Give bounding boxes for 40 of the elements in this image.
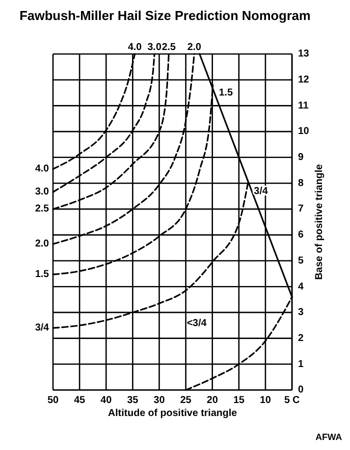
y-tick-label: 1 <box>298 358 304 370</box>
x-tick-label: 20 <box>206 395 218 406</box>
x-tick-label: 15 <box>233 395 245 406</box>
x-tick-label: 5 C <box>284 395 300 406</box>
y-axis-title: Base of positive triangle <box>314 164 325 280</box>
y-tick-label: 8 <box>298 178 304 189</box>
x-axis-title: Altitude of positive triangle <box>108 408 238 419</box>
series-label: 4.0 <box>35 164 50 175</box>
x-tick-label: 30 <box>154 395 166 406</box>
chart-title: Fawbush-Miller Hail Size Prediction Nomogram <box>19 8 311 23</box>
y-tick-label: 0 <box>298 384 304 396</box>
series-label: 2.0 <box>35 238 50 250</box>
x-tick-label: 25 <box>180 395 192 406</box>
annotation: <3/4 <box>186 318 208 330</box>
x-tick-label: 40 <box>100 395 112 406</box>
annotation: 3.0 <box>147 42 162 53</box>
annotation: 4.0 <box>128 42 142 53</box>
y-tick-label: 3 <box>298 307 304 318</box>
annotation: 1.5 <box>218 88 234 99</box>
y-tick-label: 5 <box>298 255 304 266</box>
series-label: 1.5 <box>35 269 50 280</box>
y-tick-label: 13 <box>298 48 310 60</box>
y-tick-label: 6 <box>298 230 304 241</box>
y-tick-label: 4 <box>298 281 304 292</box>
y-tick-label: 12 <box>298 74 310 86</box>
series-label: 2.5 <box>35 204 50 215</box>
y-tick-label: 7 <box>298 204 304 215</box>
series-label: 3/4 <box>35 322 50 334</box>
y-tick-label: 2 <box>298 332 304 344</box>
y-tick-label: 9 <box>298 152 304 164</box>
annotation: 2.0 <box>187 42 202 53</box>
annotation: 2.5 <box>162 42 176 53</box>
x-tick-label: 10 <box>260 395 272 406</box>
text: AFWA <box>316 432 342 442</box>
x-tick-label: 50 <box>47 395 59 406</box>
y-tick-label: 11 <box>298 100 310 112</box>
x-tick-label: 35 <box>127 395 139 406</box>
x-tick-label: 45 <box>74 395 86 406</box>
y-tick-label: 10 <box>298 126 310 138</box>
series-label: 3.0 <box>35 186 50 198</box>
